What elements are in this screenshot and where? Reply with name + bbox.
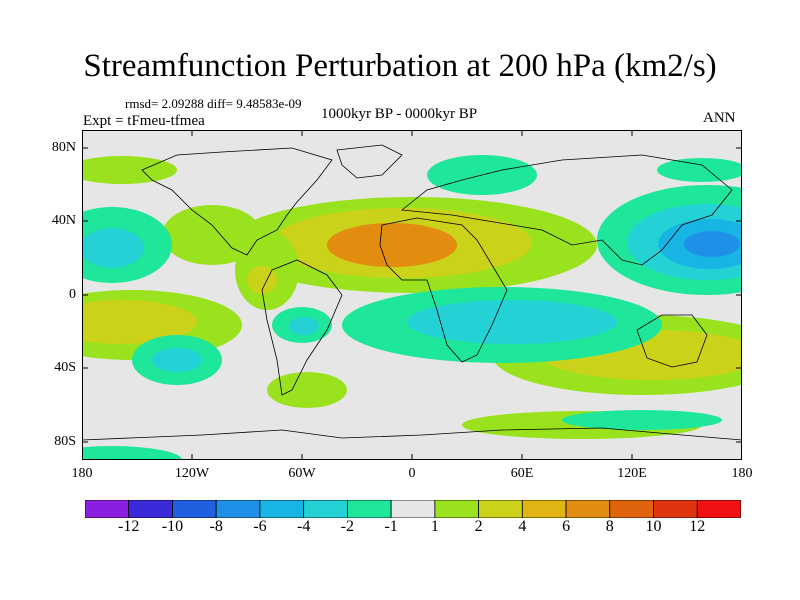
anomaly-positive-arctic-pacific — [82, 156, 177, 184]
greenland-outline — [336, 144, 403, 179]
colorbar-tick-label: 10 — [645, 518, 662, 535]
season-label: ANN — [703, 110, 736, 126]
africa-outline — [379, 217, 508, 363]
australia-outline — [636, 314, 708, 368]
colorbar-swatch — [696, 500, 741, 518]
lon-label-180e: 180 — [731, 466, 753, 481]
colorbar-swatch — [434, 500, 479, 518]
lon-label-60w: 60W — [288, 466, 316, 481]
eurasia-outline — [400, 154, 733, 266]
colorbar-swatch — [128, 500, 173, 518]
chart-title: Streamfunction Perturbation at 200 hPa (… — [83, 48, 717, 84]
colorbar-swatch — [85, 500, 130, 518]
anomaly-positive-west-atlantic — [162, 205, 262, 265]
anomaly-positive-south-atlantic — [267, 372, 347, 408]
experiment-label: Expt = tFmeu-tfmea — [83, 113, 205, 129]
lat-ticks — [82, 147, 742, 443]
anomaly-negative-arctic — [657, 158, 742, 182]
anomaly-negative-southern-indian — [562, 410, 722, 430]
colorbar-swatch — [521, 500, 567, 518]
colorbar-swatch — [172, 500, 217, 518]
colorbar-swatch — [653, 500, 698, 518]
colorbar-tick-label: -6 — [253, 518, 267, 535]
lat-label-80n: 80N — [51, 140, 76, 155]
contour-fields — [82, 155, 742, 460]
colorbar-tick-label: -1 — [384, 518, 398, 535]
colorbar-tick-label: 4 — [518, 518, 527, 535]
colorbar-tick-label: -2 — [340, 518, 355, 535]
colorbar-tick-label: 12 — [689, 518, 706, 535]
colorbar-swatch — [390, 500, 436, 518]
lat-label-0: 0 — [69, 287, 76, 302]
colorbar-tick-label: -12 — [118, 518, 140, 535]
colorbar-swatch — [215, 500, 261, 518]
north-america-outline — [141, 147, 333, 256]
streamfunction-map — [82, 130, 742, 460]
anomaly-negative-southern-pacific — [82, 446, 182, 460]
antarctica-outline — [82, 427, 742, 441]
lon-label-120e: 120E — [617, 466, 647, 481]
colorbar-tick-label: -4 — [296, 518, 311, 535]
colorbar-swatch — [478, 500, 523, 518]
lat-label-40n: 40N — [51, 213, 76, 228]
colorbar-swatch — [609, 500, 654, 518]
coastlines — [82, 144, 742, 441]
lon-ticks — [191, 130, 633, 460]
colorbar-swatch — [346, 500, 392, 518]
colorbar — [85, 500, 741, 518]
lon-label-120w: 120W — [174, 466, 210, 481]
colorbar-swatch — [303, 500, 348, 518]
colorbar-swatch — [259, 500, 305, 518]
period-label: 1000kyr BP - 0000kyr BP — [321, 106, 478, 122]
colorbar-tick-label: 2 — [474, 518, 483, 535]
rmsd-stats: rmsd= 2.09288 diff= 9.48583e-09 — [125, 96, 302, 111]
colorbar-tick-label: 8 — [605, 518, 614, 535]
lon-label-0: 0 — [408, 466, 416, 481]
lon-label-60e: 60E — [510, 466, 534, 481]
colorbar-swatch — [565, 500, 611, 518]
colorbar-tick-label: -8 — [209, 518, 223, 535]
lon-label-180w: 180 — [71, 466, 93, 481]
colorbar-tick-label: -10 — [161, 518, 184, 535]
colorbar-tick-label: 6 — [562, 518, 571, 535]
colorbar-tick-label: 1 — [430, 518, 439, 535]
lat-label-80s: 80S — [54, 434, 76, 449]
lat-label-40s: 40S — [54, 360, 76, 375]
south-america-outline — [261, 259, 343, 396]
